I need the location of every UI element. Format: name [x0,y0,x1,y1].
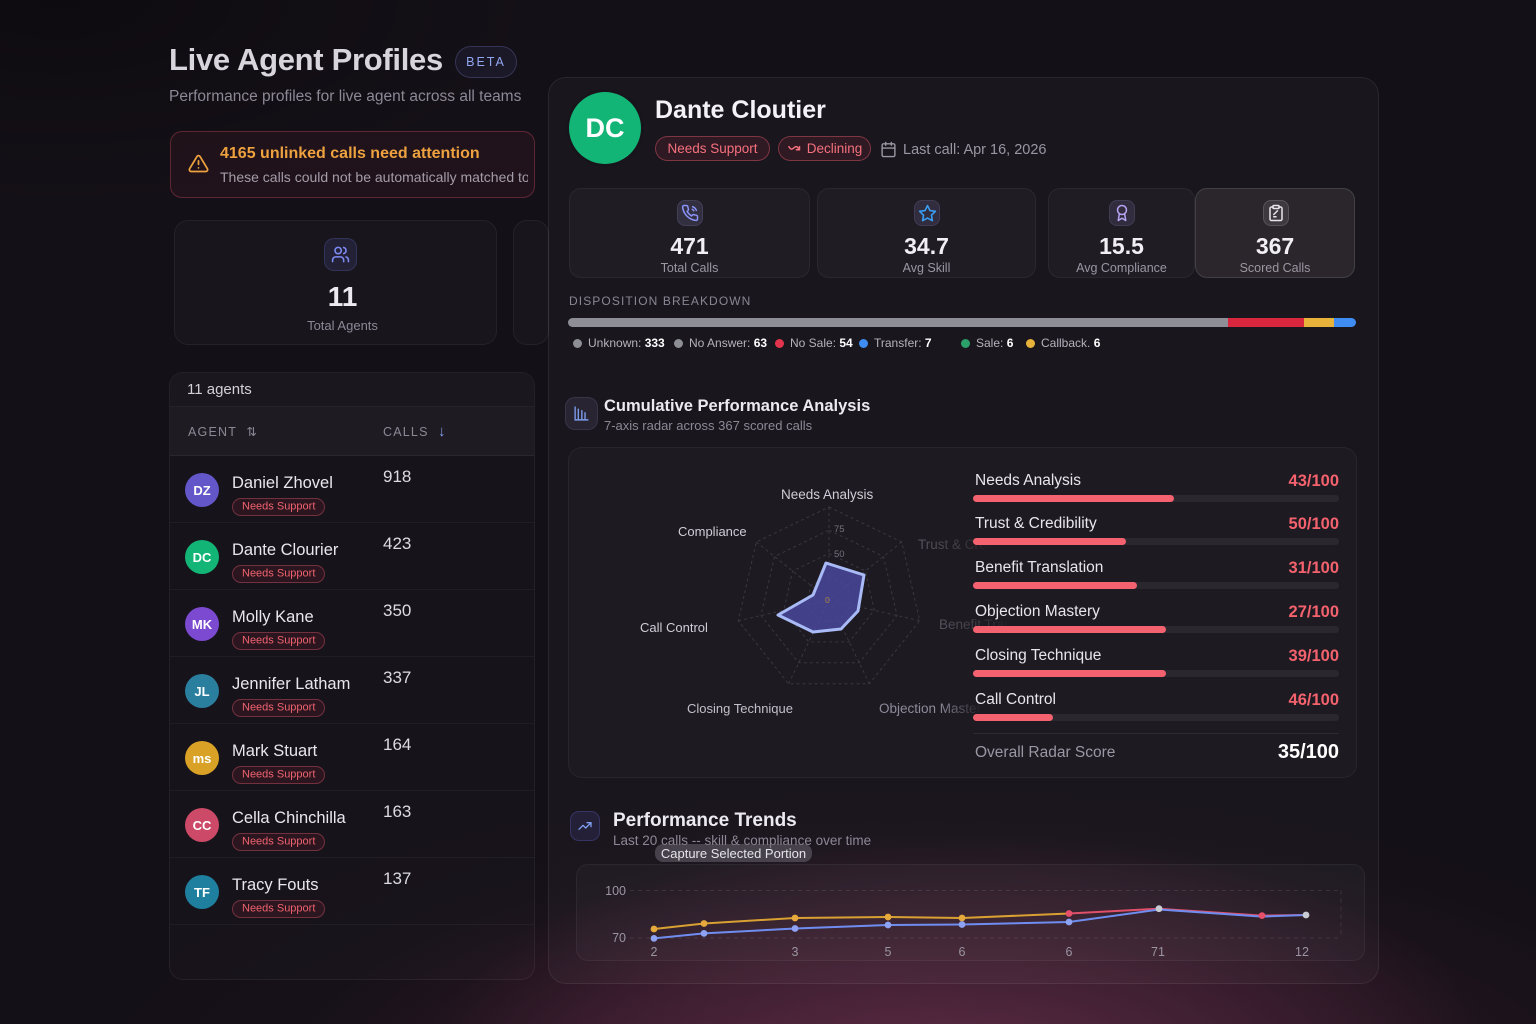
svg-text:75: 75 [834,524,845,535]
svg-text:5: 5 [885,945,892,959]
svg-text:0: 0 [825,595,830,605]
svg-text:71: 71 [1151,945,1165,959]
svg-text:100: 100 [605,884,626,898]
svg-text:6: 6 [1066,945,1073,959]
svg-text:3: 3 [792,945,799,959]
svg-text:2: 2 [651,945,658,959]
svg-text:50: 50 [834,549,845,560]
svg-text:12: 12 [1295,945,1309,959]
svg-text:6: 6 [959,945,966,959]
svg-text:70: 70 [612,931,626,945]
